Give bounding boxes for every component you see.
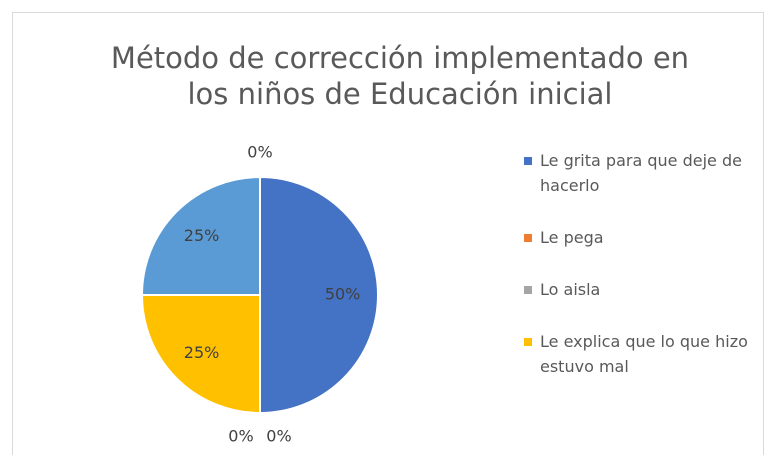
legend-label: Le pega bbox=[540, 228, 604, 247]
legend-item: Lo aisla bbox=[524, 277, 759, 302]
data-label: 50% bbox=[325, 285, 361, 304]
legend-swatch bbox=[524, 234, 532, 242]
legend-label: Le explica que lo que hizo estuvo mal bbox=[540, 332, 748, 376]
data-label: 25% bbox=[184, 226, 220, 245]
chart-title: Método de corrección implementado en los… bbox=[110, 41, 690, 111]
legend-item: Le explica que lo que hizo estuvo mal bbox=[524, 329, 759, 379]
data-label: 0% bbox=[247, 143, 272, 162]
pie-slice bbox=[140, 175, 261, 296]
data-label: 0% bbox=[266, 427, 291, 446]
legend: Le grita para que deje de hacerlo Le pega… bbox=[524, 148, 759, 406]
legend-swatch bbox=[524, 286, 532, 294]
pie-slice bbox=[259, 175, 379, 415]
chart-frame bbox=[12, 12, 764, 455]
legend-swatch bbox=[524, 338, 532, 346]
data-label: 0% bbox=[228, 427, 253, 446]
legend-item: Le pega bbox=[524, 225, 759, 250]
legend-label: Le grita para que deje de hacerlo bbox=[540, 151, 742, 195]
pie-slice bbox=[140, 294, 261, 415]
legend-item: Le grita para que deje de hacerlo bbox=[524, 148, 759, 198]
legend-swatch bbox=[524, 157, 532, 165]
data-label: 25% bbox=[184, 343, 220, 362]
legend-label: Lo aisla bbox=[540, 280, 601, 299]
